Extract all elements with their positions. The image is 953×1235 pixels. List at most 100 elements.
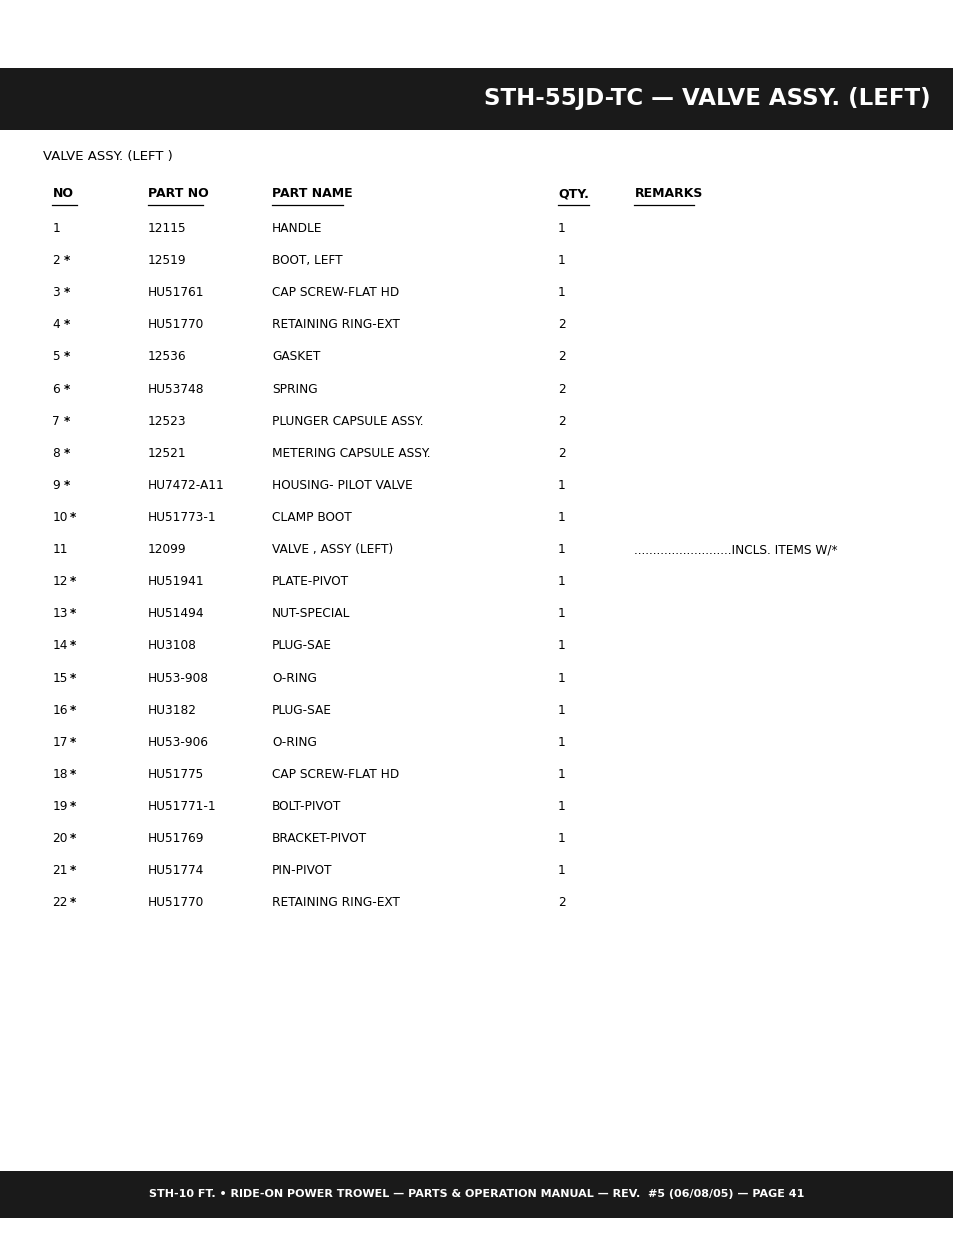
Text: SPRING: SPRING bbox=[272, 383, 317, 395]
Text: 15: 15 bbox=[52, 672, 68, 684]
Text: HU53748: HU53748 bbox=[148, 383, 204, 395]
Text: CAP SCREW-FLAT HD: CAP SCREW-FLAT HD bbox=[272, 287, 398, 299]
Text: *: * bbox=[63, 254, 70, 267]
Text: 12: 12 bbox=[52, 576, 68, 588]
Text: PIN-PIVOT: PIN-PIVOT bbox=[272, 864, 332, 877]
Text: HANDLE: HANDLE bbox=[272, 222, 322, 235]
Text: 12523: 12523 bbox=[148, 415, 186, 427]
Text: HU51773-1: HU51773-1 bbox=[148, 511, 216, 524]
Text: RETAINING RING-EXT: RETAINING RING-EXT bbox=[272, 319, 399, 331]
Text: HU51769: HU51769 bbox=[148, 832, 204, 845]
Text: HU3182: HU3182 bbox=[148, 704, 196, 716]
Text: 11: 11 bbox=[52, 543, 68, 556]
Text: 1: 1 bbox=[558, 704, 565, 716]
Text: *: * bbox=[63, 479, 70, 492]
Text: BOLT-PIVOT: BOLT-PIVOT bbox=[272, 800, 341, 813]
Text: 1: 1 bbox=[558, 608, 565, 620]
Text: STH-55JD-TC — VALVE ASSY. (LEFT): STH-55JD-TC — VALVE ASSY. (LEFT) bbox=[483, 88, 929, 110]
Text: *: * bbox=[63, 319, 70, 331]
Text: NUT-SPECIAL: NUT-SPECIAL bbox=[272, 608, 350, 620]
Text: *: * bbox=[63, 447, 70, 459]
Text: RETAINING RING-EXT: RETAINING RING-EXT bbox=[272, 897, 399, 909]
Text: *: * bbox=[63, 351, 70, 363]
FancyBboxPatch shape bbox=[0, 68, 953, 130]
Text: HU3108: HU3108 bbox=[148, 640, 196, 652]
Text: 12519: 12519 bbox=[148, 254, 186, 267]
Text: 12099: 12099 bbox=[148, 543, 186, 556]
Text: 1: 1 bbox=[558, 511, 565, 524]
Text: HU51770: HU51770 bbox=[148, 319, 204, 331]
Text: PLATE-PIVOT: PLATE-PIVOT bbox=[272, 576, 349, 588]
Text: *: * bbox=[63, 287, 70, 299]
Text: NO: NO bbox=[52, 186, 73, 200]
Text: METERING CAPSULE ASSY.: METERING CAPSULE ASSY. bbox=[272, 447, 430, 459]
Text: 22: 22 bbox=[52, 897, 68, 909]
Text: 4: 4 bbox=[52, 319, 60, 331]
Text: *: * bbox=[70, 672, 76, 684]
Text: 17: 17 bbox=[52, 736, 68, 748]
Text: 21: 21 bbox=[52, 864, 68, 877]
Text: *: * bbox=[70, 576, 76, 588]
Text: VALVE , ASSY (LEFT): VALVE , ASSY (LEFT) bbox=[272, 543, 393, 556]
Text: REMARKS: REMARKS bbox=[634, 186, 702, 200]
Text: 1: 1 bbox=[558, 254, 565, 267]
Text: HU51774: HU51774 bbox=[148, 864, 204, 877]
Text: HU51775: HU51775 bbox=[148, 768, 204, 781]
Text: 1: 1 bbox=[558, 800, 565, 813]
Text: 1: 1 bbox=[558, 736, 565, 748]
Text: 6: 6 bbox=[52, 383, 60, 395]
Text: QTY.: QTY. bbox=[558, 186, 588, 200]
Text: 1: 1 bbox=[558, 832, 565, 845]
Text: 2: 2 bbox=[52, 254, 60, 267]
Text: O-RING: O-RING bbox=[272, 672, 316, 684]
Text: PART NAME: PART NAME bbox=[272, 186, 353, 200]
Text: PLUG-SAE: PLUG-SAE bbox=[272, 704, 332, 716]
Text: *: * bbox=[70, 800, 76, 813]
Text: 16: 16 bbox=[52, 704, 68, 716]
Text: BRACKET-PIVOT: BRACKET-PIVOT bbox=[272, 832, 367, 845]
Text: 1: 1 bbox=[558, 672, 565, 684]
Text: HU51771-1: HU51771-1 bbox=[148, 800, 216, 813]
Text: *: * bbox=[70, 864, 76, 877]
Text: 2: 2 bbox=[558, 415, 565, 427]
Text: 10: 10 bbox=[52, 511, 68, 524]
Text: 13: 13 bbox=[52, 608, 68, 620]
Text: *: * bbox=[70, 897, 76, 909]
Text: STH-10 FT. • RIDE-ON POWER TROWEL — PARTS & OPERATION MANUAL — REV.  #5 (06/08/0: STH-10 FT. • RIDE-ON POWER TROWEL — PART… bbox=[150, 1189, 803, 1199]
Text: BOOT, LEFT: BOOT, LEFT bbox=[272, 254, 342, 267]
Text: ..........................INCLS. ITEMS W/*: ..........................INCLS. ITEMS W… bbox=[634, 543, 837, 556]
Text: 1: 1 bbox=[558, 768, 565, 781]
Text: 1: 1 bbox=[558, 576, 565, 588]
Text: *: * bbox=[70, 832, 76, 845]
Text: *: * bbox=[63, 415, 70, 427]
Text: 5: 5 bbox=[52, 351, 60, 363]
Text: CLAMP BOOT: CLAMP BOOT bbox=[272, 511, 352, 524]
Text: 1: 1 bbox=[558, 222, 565, 235]
Text: PART NO: PART NO bbox=[148, 186, 209, 200]
Text: 9: 9 bbox=[52, 479, 60, 492]
Text: HU53-906: HU53-906 bbox=[148, 736, 209, 748]
Text: PLUNGER CAPSULE ASSY.: PLUNGER CAPSULE ASSY. bbox=[272, 415, 423, 427]
Text: 12521: 12521 bbox=[148, 447, 186, 459]
Text: 1: 1 bbox=[558, 864, 565, 877]
Text: 8: 8 bbox=[52, 447, 60, 459]
Text: O-RING: O-RING bbox=[272, 736, 316, 748]
Text: CAP SCREW-FLAT HD: CAP SCREW-FLAT HD bbox=[272, 768, 398, 781]
Text: *: * bbox=[70, 640, 76, 652]
Text: *: * bbox=[70, 736, 76, 748]
Text: *: * bbox=[70, 704, 76, 716]
Text: 1: 1 bbox=[558, 287, 565, 299]
Text: 3: 3 bbox=[52, 287, 60, 299]
Text: HU51941: HU51941 bbox=[148, 576, 204, 588]
Text: HU51761: HU51761 bbox=[148, 287, 204, 299]
Text: HU7472-A11: HU7472-A11 bbox=[148, 479, 224, 492]
Text: *: * bbox=[70, 511, 76, 524]
Text: VALVE ASSY. (LEFT ): VALVE ASSY. (LEFT ) bbox=[43, 151, 172, 163]
Text: 14: 14 bbox=[52, 640, 68, 652]
Text: 19: 19 bbox=[52, 800, 68, 813]
Text: HU51770: HU51770 bbox=[148, 897, 204, 909]
Text: 7: 7 bbox=[52, 415, 60, 427]
Text: *: * bbox=[63, 383, 70, 395]
Text: 12536: 12536 bbox=[148, 351, 186, 363]
Text: GASKET: GASKET bbox=[272, 351, 320, 363]
